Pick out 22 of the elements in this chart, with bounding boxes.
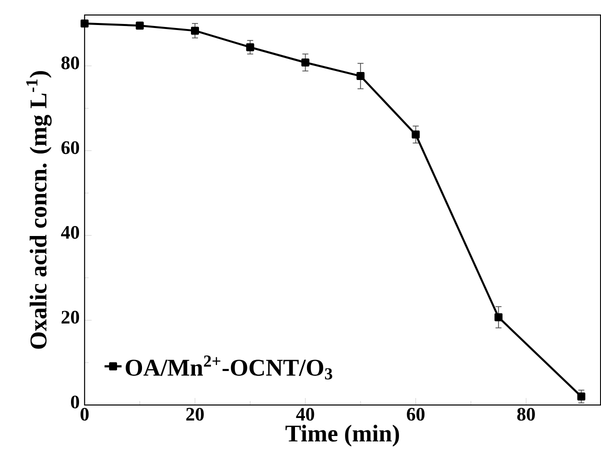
point — [190, 26, 199, 35]
x-tick-label: 60 — [406, 408, 425, 421]
point — [356, 72, 365, 80]
point — [494, 313, 503, 322]
y-tick-label: 60 — [61, 141, 80, 154]
y-axis-title: Oxalic acid concn. (mg L$^{-1}$) — [26, 71, 52, 349]
y-tick-label: 0 — [70, 396, 80, 408]
y-tick-label: 40 — [61, 226, 80, 239]
x-axis-title: Time (min) — [286, 424, 399, 447]
point — [246, 43, 254, 52]
point — [80, 19, 89, 28]
legend-label: OA/Mn$^{2+}$-OCNT/O$_{3}$ — [126, 356, 332, 380]
point — [301, 58, 310, 66]
x-tick-label: 20 — [186, 408, 204, 421]
y-tick-label: 20 — [62, 310, 80, 324]
point — [136, 22, 144, 30]
y-tick-label: 80 — [61, 56, 80, 70]
x-tick-label: 80 — [517, 408, 535, 421]
point — [412, 130, 420, 139]
x-tick-label: 40 — [296, 408, 314, 421]
x-tick-label: 0 — [80, 408, 89, 421]
point — [577, 392, 586, 401]
